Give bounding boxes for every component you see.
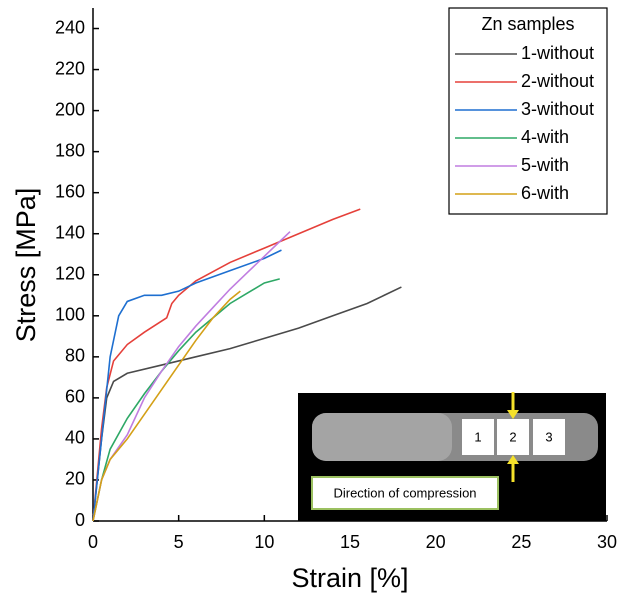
legend-label: 5-with [521, 155, 569, 175]
y-tick-label: 140 [55, 222, 85, 242]
x-tick-label: 30 [597, 532, 617, 552]
series-line [92, 208, 361, 522]
caption-box [311, 476, 499, 510]
inset: 1 2 3 Direction of compression [298, 392, 606, 521]
y-tick-label: 200 [55, 99, 85, 119]
legend-label: 6-with [521, 183, 569, 203]
legend-label: 4-with [521, 127, 569, 147]
x-tick-label: 15 [340, 532, 360, 552]
series-line [92, 286, 402, 522]
x-tick-label: 0 [88, 532, 98, 552]
x-axis-title: Strain [%] [291, 563, 408, 593]
legend-label: 1-without [521, 43, 594, 63]
region-box [497, 419, 529, 455]
y-tick-label: 120 [55, 264, 85, 284]
y-tick-label: 80 [65, 346, 85, 366]
y-axis-title: Stress [MPa] [11, 188, 41, 343]
x-tick-label: 25 [511, 532, 531, 552]
x-tick-label: 20 [426, 532, 446, 552]
region-label: 2 [509, 429, 516, 444]
arrow-head [507, 455, 519, 464]
y-tick-label: 20 [65, 469, 85, 489]
y-tick-label: 0 [75, 510, 85, 530]
y-tick-label: 160 [55, 181, 85, 201]
region-box [533, 419, 565, 455]
legend-title: Zn samples [481, 14, 574, 34]
legend-label: 2-without [521, 71, 594, 91]
arrow-head [507, 410, 519, 419]
x-tick-label: 10 [254, 532, 274, 552]
region-label: 1 [474, 429, 481, 444]
x-tick-label: 5 [174, 532, 184, 552]
y-tick-label: 100 [55, 305, 85, 325]
series-line [92, 249, 282, 522]
y-tick-label: 40 [65, 428, 85, 448]
series-line [92, 278, 280, 522]
region-box [462, 419, 494, 455]
y-tick-label: 220 [55, 58, 85, 78]
legend-label: 3-without [521, 99, 594, 119]
inset-caption: Direction of compression [333, 485, 476, 500]
y-tick-label: 180 [55, 140, 85, 160]
region-label: 3 [545, 429, 552, 444]
y-tick-label: 60 [65, 387, 85, 407]
y-tick-label: 240 [55, 17, 85, 37]
specimen-texture [312, 413, 452, 461]
legend-box [448, 7, 608, 215]
series-line [92, 290, 241, 522]
